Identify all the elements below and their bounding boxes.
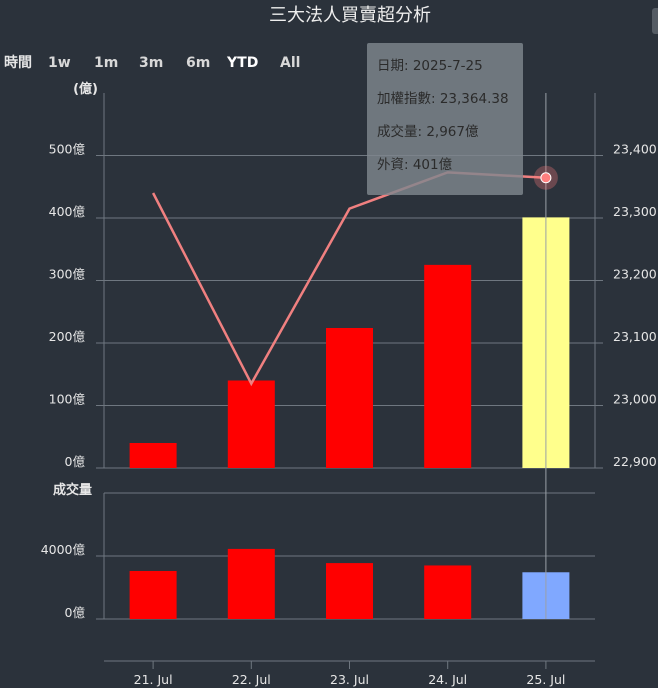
scroll-handle-icon[interactable] bbox=[652, 8, 658, 34]
left-tick-label: 200億 bbox=[49, 329, 86, 344]
volume-bar bbox=[129, 570, 177, 619]
right-axis-labels: 22,900 23,000 23,100 23,200 23,300 23,400 bbox=[613, 142, 657, 470]
left-tick-label: 300億 bbox=[49, 267, 86, 282]
main-bar bbox=[227, 380, 275, 468]
right-tick-label: 22,900 bbox=[613, 454, 657, 469]
volume-bar bbox=[227, 548, 275, 619]
x-axis-labels: 21. Jul 22. Jul 23. Jul 24. Jul 25. Jul bbox=[134, 661, 565, 687]
x-tick-label: 25. Jul bbox=[526, 672, 565, 687]
main-bar bbox=[424, 264, 472, 468]
main-axis-title: (億) bbox=[73, 81, 98, 97]
x-tick-label: 23. Jul bbox=[330, 672, 369, 687]
left-tick-label: 400億 bbox=[49, 204, 86, 219]
main-bar bbox=[129, 443, 177, 468]
volume-axis-title: 成交量 bbox=[53, 482, 92, 498]
range-button-3m[interactable]: 3m bbox=[139, 55, 163, 71]
right-tick-label: 23,200 bbox=[613, 267, 657, 282]
left-tick-label: 100億 bbox=[49, 392, 86, 407]
tooltip-line: 成交量: 2,967億 bbox=[377, 123, 479, 140]
range-button-ytd[interactable]: YTD bbox=[226, 55, 258, 71]
tooltip: 日期: 2025-7-25 加權指數: 23,364.38 成交量: 2,967億外… bbox=[367, 43, 523, 195]
tooltip-line: 外資: 401億 bbox=[377, 157, 453, 173]
x-tick-label: 24. Jul bbox=[428, 672, 467, 687]
range-selector: 時間 1w 1m 3m 6m YTD All bbox=[4, 54, 300, 71]
left-axis-labels: 0億 100億 200億 300億 400億 500億 bbox=[49, 142, 86, 470]
volume-bar bbox=[326, 563, 373, 619]
tooltip-box bbox=[367, 43, 523, 195]
index-point-marker bbox=[540, 172, 552, 184]
x-tick-label: 22. Jul bbox=[232, 672, 271, 687]
right-tick-label: 23,300 bbox=[613, 204, 657, 219]
left-tick-label: 0億 bbox=[65, 454, 86, 469]
right-tick-label: 23,400 bbox=[613, 142, 657, 157]
tooltip-line: 加權指數: 23,364.38 bbox=[377, 91, 509, 107]
range-button-1m[interactable]: 1m bbox=[94, 55, 118, 71]
volume-tick-label: 0億 bbox=[65, 605, 86, 620]
range-button-1w[interactable]: 1w bbox=[48, 55, 71, 71]
right-tick-label: 23,100 bbox=[613, 329, 657, 344]
volume-tick-label: 4000億 bbox=[41, 542, 86, 557]
main-bar bbox=[326, 328, 373, 468]
right-tick-label: 23,000 bbox=[613, 392, 657, 407]
range-selector-label: 時間 bbox=[4, 54, 32, 71]
range-button-6m[interactable]: 6m bbox=[186, 55, 210, 71]
chart-title: 三大法人買賣超分析 bbox=[269, 5, 431, 26]
volume-axis-labels: 0億 4000億 bbox=[41, 542, 86, 620]
tooltip-line: 日期: 2025-7-25 bbox=[377, 58, 483, 74]
range-button-all[interactable]: All bbox=[280, 55, 300, 71]
volume-bars bbox=[129, 548, 570, 619]
left-tick-label: 500億 bbox=[49, 142, 86, 157]
x-tick-label: 21. Jul bbox=[134, 672, 173, 687]
volume-bar bbox=[424, 565, 472, 619]
